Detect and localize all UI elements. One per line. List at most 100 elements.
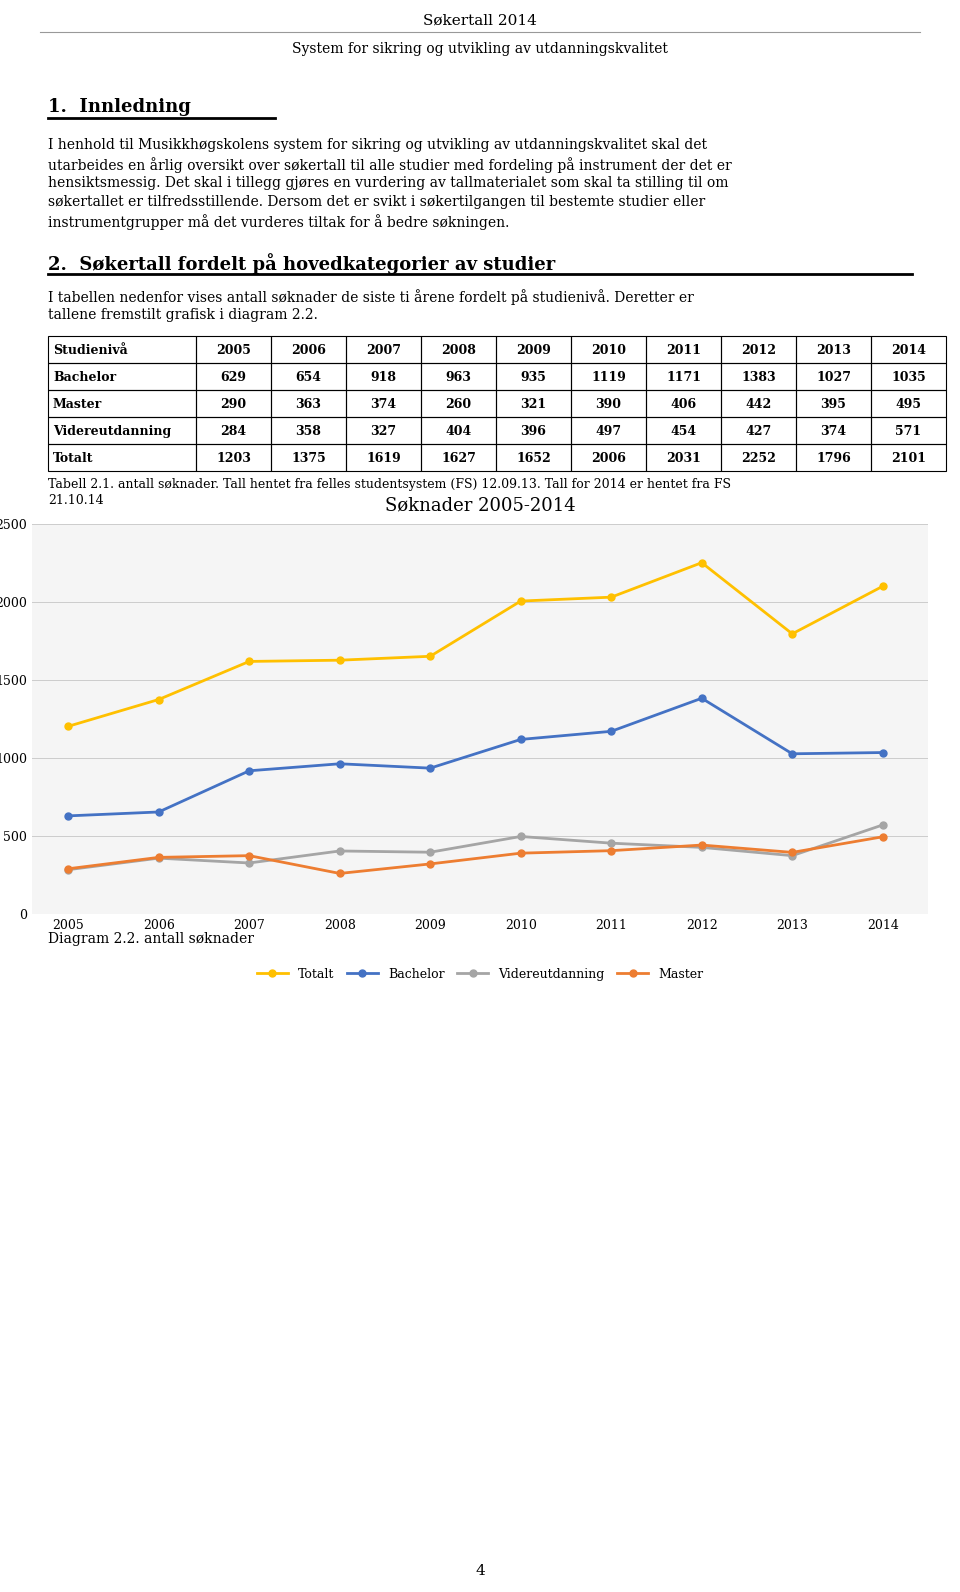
Text: 2006: 2006 — [591, 452, 626, 465]
Master — [244, 845, 255, 864]
Bar — [346, 417, 421, 444]
Totalt — [153, 689, 164, 708]
Text: 1035: 1035 — [891, 371, 925, 384]
Bar — [721, 444, 796, 471]
Bar — [346, 363, 421, 390]
Text: Bachelor: Bachelor — [53, 371, 116, 384]
Bar — [48, 444, 196, 471]
Text: 2008: 2008 — [441, 344, 476, 357]
Bar — [871, 417, 946, 444]
Text: 395: 395 — [821, 398, 847, 411]
Text: Søkertall 2014: Søkertall 2014 — [423, 14, 537, 29]
Bar — [721, 390, 796, 417]
Text: 654: 654 — [296, 371, 322, 384]
Bar — [196, 363, 271, 390]
Text: 629: 629 — [221, 371, 247, 384]
Text: 327: 327 — [371, 425, 396, 438]
Text: 2006: 2006 — [291, 344, 326, 357]
Text: 1.  Innledning: 1. Innledning — [48, 99, 191, 116]
Text: 404: 404 — [445, 425, 471, 438]
Videreutdanning — [786, 845, 798, 864]
Line: Videreutdanning: Videreutdanning — [64, 821, 886, 872]
Bachelor — [696, 689, 708, 708]
Bar — [421, 417, 496, 444]
Bar — [871, 444, 946, 471]
Text: I henhold til Musikkhøgskolens system for sikring og utvikling av utdanningskval: I henhold til Musikkhøgskolens system fo… — [48, 139, 707, 151]
Bar — [571, 417, 646, 444]
Text: 935: 935 — [520, 371, 546, 384]
Bar — [721, 417, 796, 444]
Text: Totalt: Totalt — [53, 452, 93, 465]
Bar — [271, 390, 346, 417]
Master — [606, 841, 617, 860]
Text: 2007: 2007 — [366, 344, 401, 357]
Text: 2011: 2011 — [666, 344, 701, 357]
Bar — [571, 390, 646, 417]
Bar — [421, 444, 496, 471]
Bachelor — [334, 755, 346, 774]
Text: 1652: 1652 — [516, 452, 551, 465]
Text: 497: 497 — [595, 425, 621, 438]
Master — [334, 864, 346, 884]
Bar — [796, 444, 871, 471]
Text: 1375: 1375 — [291, 452, 325, 465]
Bar — [646, 363, 721, 390]
Bachelor — [606, 721, 617, 740]
Text: Tabell 2.1. antall søknader. Tall hentet fra felles studentsystem (FS) 12.09.13.: Tabell 2.1. antall søknader. Tall hentet… — [48, 478, 731, 490]
Bar — [346, 444, 421, 471]
Bar — [571, 336, 646, 363]
Text: tallene fremstilt grafisk i diagram 2.2.: tallene fremstilt grafisk i diagram 2.2. — [48, 307, 318, 322]
Text: 396: 396 — [520, 425, 546, 438]
Totalt — [696, 552, 708, 572]
Master — [153, 849, 164, 868]
Text: 21.10.14: 21.10.14 — [48, 494, 104, 506]
Bar — [196, 390, 271, 417]
Bar — [871, 336, 946, 363]
Totalt — [244, 651, 255, 670]
Totalt — [877, 576, 889, 595]
Bar — [496, 444, 571, 471]
Master — [877, 828, 889, 847]
Videreutdanning — [877, 815, 889, 834]
Bachelor — [786, 743, 798, 763]
Text: 2012: 2012 — [741, 344, 776, 357]
Text: 390: 390 — [595, 398, 621, 411]
Text: 1027: 1027 — [816, 371, 851, 384]
Bachelor — [244, 761, 255, 780]
Videreutdanning — [244, 853, 255, 872]
Bar — [48, 363, 196, 390]
Videreutdanning — [62, 860, 74, 879]
Bar — [796, 336, 871, 363]
Text: 406: 406 — [670, 398, 697, 411]
Text: 442: 442 — [745, 398, 772, 411]
Text: 571: 571 — [896, 425, 922, 438]
Bar — [571, 363, 646, 390]
Bar — [496, 390, 571, 417]
Text: 284: 284 — [221, 425, 247, 438]
Bar — [646, 336, 721, 363]
Bar — [196, 417, 271, 444]
Bar — [48, 390, 196, 417]
Text: 1119: 1119 — [591, 371, 626, 384]
Text: Videreutdanning: Videreutdanning — [53, 425, 171, 438]
Totalt — [424, 646, 436, 665]
Bar — [496, 363, 571, 390]
Bar — [421, 336, 496, 363]
Text: 2252: 2252 — [741, 452, 776, 465]
Text: søkertallet er tilfredsstillende. Dersom det er svikt i søkertilgangen til beste: søkertallet er tilfredsstillende. Dersom… — [48, 194, 706, 209]
Text: 2009: 2009 — [516, 344, 551, 357]
Text: 374: 374 — [371, 398, 396, 411]
Totalt — [62, 716, 74, 736]
Text: 1171: 1171 — [666, 371, 701, 384]
Videreutdanning — [424, 842, 436, 861]
Text: 2013: 2013 — [816, 344, 851, 357]
Bar — [496, 336, 571, 363]
Text: 2031: 2031 — [666, 452, 701, 465]
Videreutdanning — [334, 842, 346, 861]
Bar — [721, 336, 796, 363]
Bar — [796, 390, 871, 417]
Bar — [646, 417, 721, 444]
Bar — [346, 390, 421, 417]
Bar — [871, 363, 946, 390]
Bachelor — [153, 802, 164, 821]
